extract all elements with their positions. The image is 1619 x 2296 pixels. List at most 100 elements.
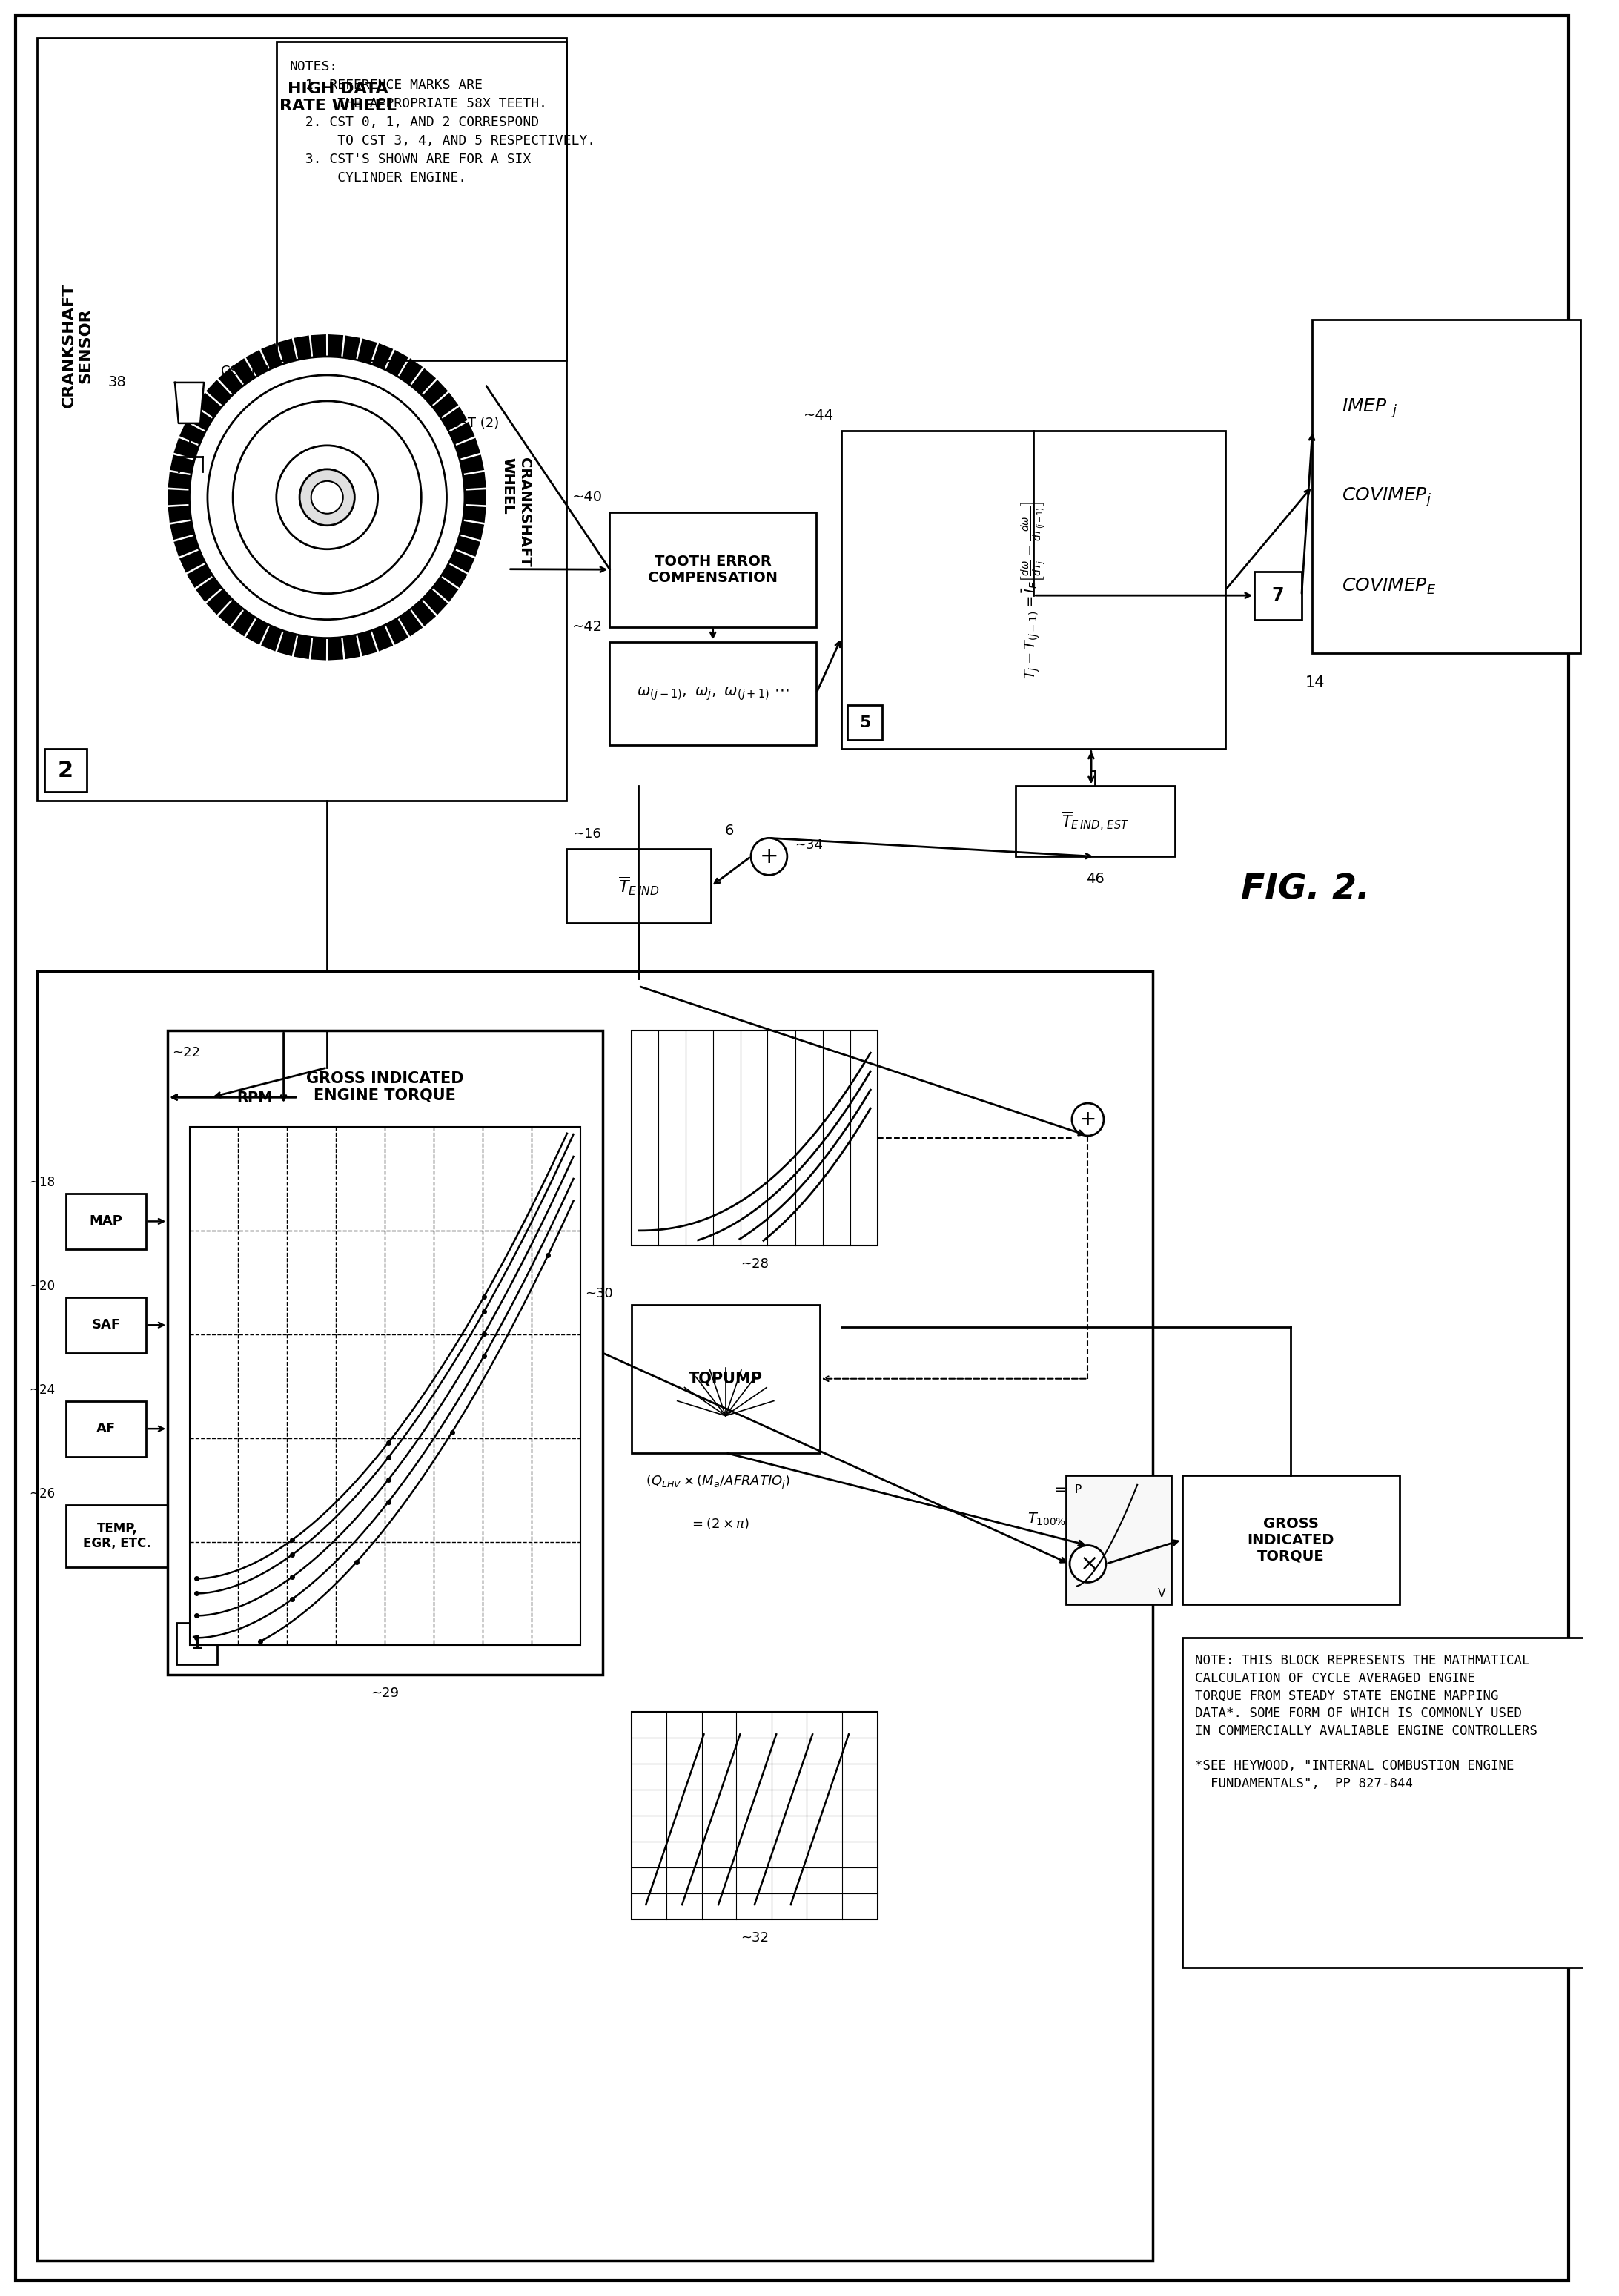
Polygon shape	[329, 638, 343, 661]
Polygon shape	[311, 335, 325, 358]
Text: TOOTH ERROR
COMPENSATION: TOOTH ERROR COMPENSATION	[648, 553, 777, 585]
Polygon shape	[196, 393, 222, 418]
Polygon shape	[168, 505, 191, 523]
Bar	[66, 1297, 146, 1352]
Polygon shape	[411, 599, 436, 627]
Text: ~32: ~32	[740, 1931, 769, 1945]
Text: $T_j - T_{(j-1)} = \bar{I}_E\left[\frac{d\omega}{dT_j} - \frac{d\omega}{dT_{(j-1: $T_j - T_{(j-1)} = \bar{I}_E\left[\frac{…	[1020, 501, 1047, 680]
Text: $IMEP\ _j$: $IMEP\ _j$	[1342, 397, 1397, 420]
Text: NOTES:
  1. REFERENCE MARKS ARE
      THE APPROPRIATE 58X TEETH.
  2. CST 0, 1, : NOTES: 1. REFERENCE MARKS ARE THE APPROP…	[290, 60, 596, 186]
Polygon shape	[398, 611, 423, 636]
Text: =: =	[1054, 1483, 1065, 1497]
Bar	[44, 748, 86, 792]
Text: ~30: ~30	[586, 1286, 614, 1300]
Text: ~44: ~44	[803, 409, 834, 422]
Polygon shape	[463, 473, 486, 489]
Text: GROSS
INDICATED
TORQUE: GROSS INDICATED TORQUE	[1247, 1515, 1334, 1564]
Polygon shape	[196, 576, 222, 602]
Text: 2: 2	[58, 760, 73, 781]
Bar	[610, 643, 816, 746]
Polygon shape	[246, 349, 269, 377]
Text: $\omega_{(j-1)},\ \omega_j,\ \omega_{(j+1)}\ \cdots$: $\omega_{(j-1)},\ \omega_j,\ \omega_{(j+…	[636, 684, 788, 703]
Text: GROSS INDICATED
ENGINE TORQUE: GROSS INDICATED ENGINE TORQUE	[306, 1072, 463, 1104]
Text: V: V	[1158, 1589, 1166, 1598]
Polygon shape	[358, 631, 377, 657]
Polygon shape	[246, 618, 269, 645]
Polygon shape	[277, 631, 296, 657]
Bar	[842, 432, 1226, 748]
Text: CRANKSHAFT
WHEEL: CRANKSHAFT WHEEL	[500, 457, 531, 567]
Text: ~29: ~29	[371, 1688, 400, 1701]
Circle shape	[277, 445, 377, 549]
Bar	[37, 971, 1153, 2259]
Text: CST (2): CST (2)	[450, 416, 499, 429]
Bar	[66, 1401, 146, 1456]
Polygon shape	[232, 611, 256, 636]
Polygon shape	[186, 565, 212, 588]
Circle shape	[233, 402, 421, 595]
Text: 1: 1	[189, 1635, 202, 1653]
Bar	[1182, 1637, 1603, 1968]
Polygon shape	[206, 379, 232, 406]
Polygon shape	[293, 636, 311, 659]
Text: +: +	[759, 845, 779, 868]
Polygon shape	[455, 535, 481, 556]
Circle shape	[311, 480, 343, 514]
Polygon shape	[448, 551, 474, 572]
Polygon shape	[432, 393, 458, 418]
Polygon shape	[448, 422, 474, 445]
Text: ~34: ~34	[795, 838, 822, 852]
Bar	[176, 1623, 217, 1665]
Text: ~20: ~20	[29, 1279, 55, 1293]
Polygon shape	[343, 335, 361, 360]
Bar	[1255, 572, 1302, 620]
Polygon shape	[261, 342, 282, 370]
Bar	[1065, 1474, 1171, 1605]
Polygon shape	[372, 625, 393, 652]
Text: ~16: ~16	[573, 827, 601, 840]
Text: 6: 6	[725, 824, 733, 838]
Polygon shape	[455, 439, 481, 459]
Text: ~22: ~22	[172, 1047, 201, 1058]
Polygon shape	[442, 565, 468, 588]
Text: $(Q_{LHV}\times(M_a/AFRATIO_j)$: $(Q_{LHV}\times(M_a/AFRATIO_j)$	[646, 1474, 790, 1492]
Text: NOTE: THIS BLOCK REPRESENTS THE MATHMATICAL
CALCULATION OF CYCLE AVERAGED ENGINE: NOTE: THIS BLOCK REPRESENTS THE MATHMATI…	[1195, 1653, 1538, 1791]
Polygon shape	[411, 367, 436, 395]
Text: $T_{100\%}$: $T_{100\%}$	[1028, 1511, 1065, 1527]
Polygon shape	[372, 342, 393, 370]
Text: 38: 38	[108, 377, 126, 390]
Circle shape	[751, 838, 787, 875]
Text: $COVIMEP_j$: $COVIMEP_j$	[1342, 487, 1431, 510]
Polygon shape	[385, 349, 408, 377]
Text: FIG. 2.: FIG. 2.	[1240, 872, 1370, 907]
Polygon shape	[170, 455, 194, 473]
Bar	[189, 1127, 581, 1646]
Bar	[168, 1031, 602, 1676]
Text: $COVIMEP_E$: $COVIMEP_E$	[1342, 576, 1436, 597]
Bar	[277, 41, 567, 360]
Text: TQPUMP: TQPUMP	[688, 1371, 763, 1387]
Polygon shape	[180, 422, 206, 445]
Circle shape	[1072, 1102, 1104, 1137]
Circle shape	[207, 374, 447, 620]
Text: 5: 5	[860, 714, 871, 730]
Polygon shape	[170, 521, 194, 540]
Circle shape	[300, 468, 355, 526]
Text: ~42: ~42	[572, 620, 602, 634]
Polygon shape	[180, 551, 206, 572]
Text: TEMP,
EGR, ETC.: TEMP, EGR, ETC.	[83, 1522, 151, 1550]
Bar	[210, 1068, 298, 1127]
Bar	[631, 1031, 877, 1244]
Text: $\overline{T}_{E\,IND}$: $\overline{T}_{E\,IND}$	[618, 875, 659, 898]
Polygon shape	[186, 406, 212, 432]
Polygon shape	[168, 473, 191, 489]
Text: $\overline{T}_{E\,IND,\,EST}$: $\overline{T}_{E\,IND,\,EST}$	[1060, 810, 1128, 833]
Bar	[1313, 319, 1580, 652]
Text: ~24: ~24	[29, 1382, 55, 1396]
Polygon shape	[343, 636, 361, 659]
Polygon shape	[219, 367, 243, 395]
Bar	[847, 705, 882, 739]
Polygon shape	[432, 576, 458, 602]
Bar	[567, 850, 711, 923]
Bar	[66, 1504, 168, 1568]
